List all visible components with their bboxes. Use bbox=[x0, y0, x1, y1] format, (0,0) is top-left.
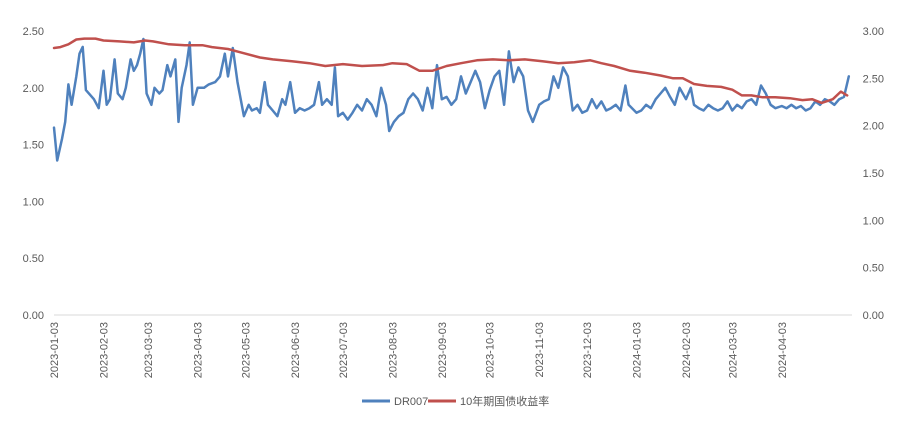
legend: DR007 10年期国债收益率 bbox=[362, 394, 549, 408]
series-layer bbox=[52, 37, 851, 162]
right-axis-tick-label: 0.50 bbox=[863, 263, 884, 275]
x-axis-tick-label: 2023-11-03 bbox=[534, 322, 546, 377]
left-axis-tick-label: 1.00 bbox=[23, 196, 44, 208]
x-axis-tick-label: 2023-12-03 bbox=[582, 322, 594, 378]
legend-label-2: 10年期国债收益率 bbox=[460, 394, 549, 408]
x-axis-tick-label: 2024-04-03 bbox=[777, 322, 789, 378]
x-axis-tick-label: 2023-09-03 bbox=[437, 322, 449, 378]
x-axis-tick-label: 2023-05-03 bbox=[241, 322, 253, 378]
right-axis-tick-label: 0.00 bbox=[863, 310, 884, 322]
left-axis-tick-label: 1.50 bbox=[23, 140, 44, 152]
x-axis-tick-label: 2023-03-03 bbox=[143, 322, 155, 378]
x-axis-ticks: 2023-01-03 2023-02-03 2023-03-03 2023-04-03… bbox=[49, 322, 789, 378]
x-axis-tick-label: 2023-02-03 bbox=[98, 322, 110, 378]
x-axis-tick-label: 2023-07-03 bbox=[338, 322, 350, 378]
right-axis-tick-label: 1.50 bbox=[863, 168, 884, 180]
x-axis-tick-label: 2023-10-03 bbox=[485, 322, 497, 378]
left-axis-tick-label: 2.50 bbox=[23, 26, 44, 38]
series-line-2 bbox=[52, 37, 849, 105]
left-axis-tick-label: 2.00 bbox=[23, 83, 44, 95]
x-axis-tick-label: 2023-08-03 bbox=[387, 322, 399, 378]
left-axis-tick-label: 0.50 bbox=[23, 253, 44, 265]
x-axis-tick-label: 2023-06-03 bbox=[290, 322, 302, 378]
x-axis-tick-label: 2023-04-03 bbox=[193, 322, 205, 378]
x-axis-tick-label: 2024-01-03 bbox=[632, 322, 644, 378]
right-axis-tick-label: 3.00 bbox=[863, 26, 884, 38]
x-axis-tick-label: 2024-02-03 bbox=[681, 322, 693, 378]
x-axis-tick-label: 2023-01-03 bbox=[49, 322, 61, 378]
legend-label-1: DR007 bbox=[394, 396, 428, 408]
right-axis-tick-label: 1.00 bbox=[863, 215, 884, 227]
left-axis-tick-label: 0.00 bbox=[23, 310, 44, 322]
left-axis-ticks: 0.00 0.50 1.00 1.50 2.00 2.50 bbox=[23, 26, 44, 322]
right-axis-ticks: 0.00 0.50 1.00 1.50 2.00 2.50 3.00 bbox=[863, 26, 884, 322]
right-axis-tick-label: 2.00 bbox=[863, 121, 884, 133]
series-line-1 bbox=[52, 37, 851, 162]
right-axis-tick-label: 2.50 bbox=[863, 73, 884, 85]
x-axis-tick-label: 2024-03-03 bbox=[727, 322, 739, 378]
